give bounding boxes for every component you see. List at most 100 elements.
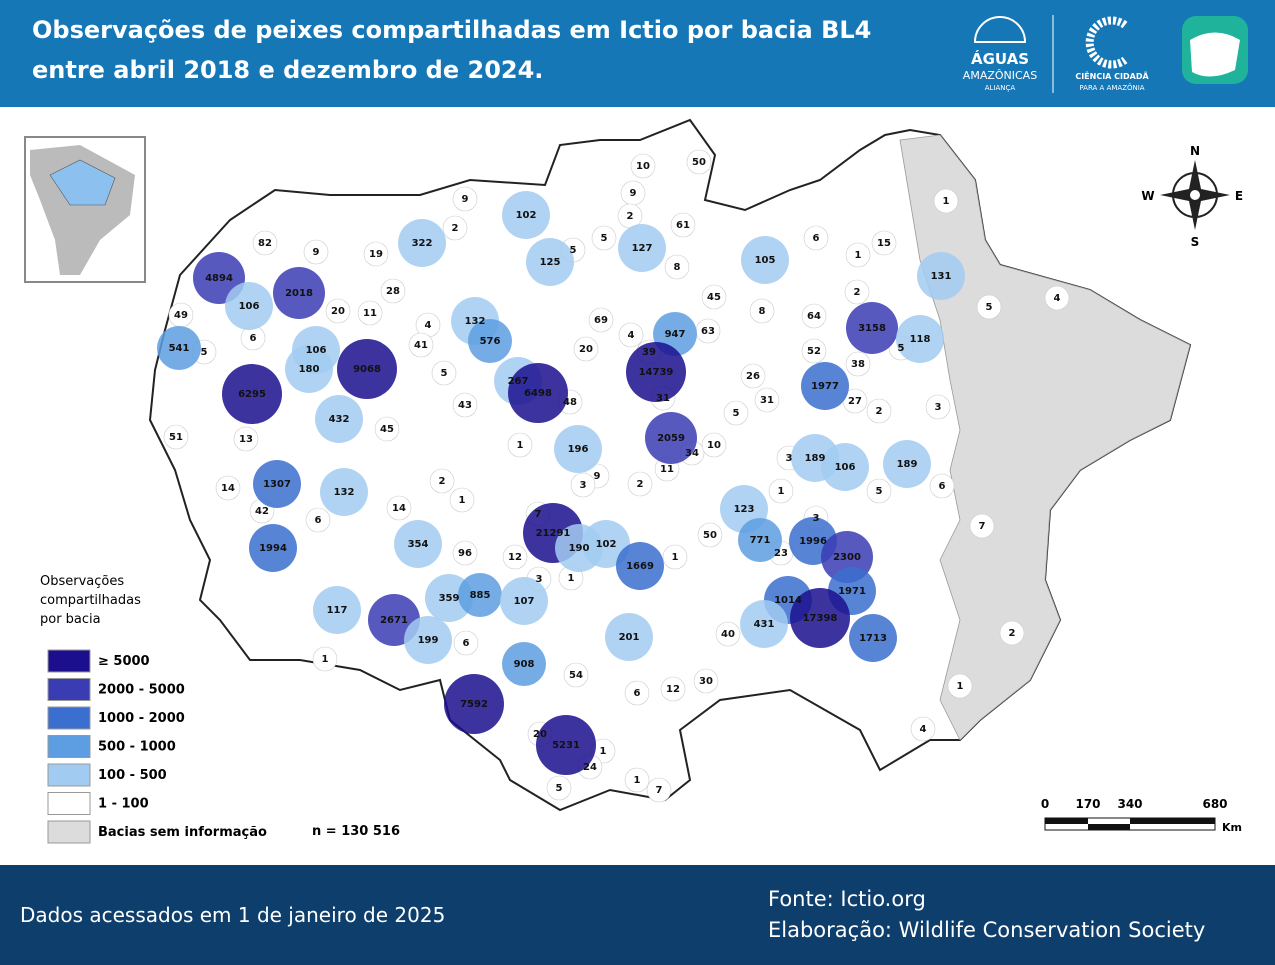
basin-label: 9068 (353, 364, 381, 375)
scale-seg (1130, 818, 1215, 824)
basin-label: 2018 (285, 288, 313, 299)
legend-label: 2000 - 5000 (98, 683, 185, 698)
basin (846, 302, 898, 354)
basin-label: 69 (594, 315, 608, 326)
basin-label: 118 (910, 334, 931, 345)
basin-label: 34 (685, 448, 699, 459)
inset-basin (49, 159, 116, 206)
basin (508, 363, 568, 423)
basin (394, 520, 442, 568)
basin-label: 3 (813, 513, 820, 524)
basin-label: 61 (676, 220, 690, 231)
basin-label: 12 (508, 552, 522, 563)
basin-label: 431 (754, 619, 775, 630)
basin (157, 326, 201, 370)
basin (616, 542, 664, 590)
compass-letter: S (1191, 235, 1200, 249)
basin (976, 294, 1002, 320)
basin (618, 224, 666, 272)
basin (929, 473, 955, 499)
basin (844, 279, 870, 305)
basin-label: 31 (760, 395, 774, 406)
basin-label: 5 (876, 486, 883, 497)
basin (374, 416, 400, 442)
basin-label: 2 (1009, 628, 1016, 639)
basin-label: 5231 (552, 740, 580, 751)
basin-label: 1977 (811, 381, 839, 392)
basin-label: 5 (556, 783, 563, 794)
legend-swatch (47, 706, 91, 730)
basin-label: 6 (463, 638, 470, 649)
basin-label: 1669 (626, 561, 654, 572)
basin-label: 132 (334, 487, 355, 498)
basin-label: 199 (418, 635, 439, 646)
basin (449, 487, 475, 513)
basin (624, 767, 650, 793)
basin-label: 52 (807, 346, 821, 357)
basin-label: 43 (458, 400, 472, 411)
basin-label: 14739 (639, 367, 674, 378)
basin (790, 588, 850, 648)
basin-label: 5 (986, 302, 993, 313)
basin (630, 153, 656, 179)
basin (453, 630, 479, 656)
basin-label: 2 (876, 406, 883, 417)
basin (715, 621, 741, 647)
basin-label: 7 (979, 521, 986, 532)
basin (701, 432, 727, 458)
legend-swatch (47, 820, 91, 844)
basin-label: 17398 (803, 613, 838, 624)
basin-label: 5 (570, 245, 577, 256)
basin-label: 9 (313, 247, 320, 258)
basin (363, 241, 389, 267)
scale-seg (1088, 824, 1130, 830)
basin-label: 26 (746, 371, 760, 382)
basin (801, 338, 827, 364)
basin-label: 1 (957, 681, 964, 692)
basin (398, 219, 446, 267)
basin (618, 322, 644, 348)
basin-label: 28 (386, 286, 400, 297)
basin-label: 6 (634, 688, 641, 699)
basin-label: 1307 (263, 479, 291, 490)
basin-label: 180 (299, 364, 320, 375)
basin-label: 354 (408, 539, 429, 550)
basin-label: 196 (568, 444, 589, 455)
basin-label: 123 (734, 504, 755, 515)
basin-label: 107 (514, 596, 535, 607)
basin-label: 41 (414, 340, 428, 351)
basin-label: 1 (322, 654, 329, 665)
basin (645, 412, 697, 464)
basin (225, 282, 273, 330)
basin-label: 131 (931, 271, 952, 282)
ictio-logo (1190, 32, 1240, 77)
basin-label: 189 (897, 459, 918, 470)
scale-label: 340 (1117, 797, 1142, 811)
basin (502, 191, 550, 239)
basin-label: 5 (898, 343, 905, 354)
basin-label: 27 (848, 396, 862, 407)
basin-label: 7 (535, 509, 542, 520)
basin-label: 267 (508, 376, 529, 387)
basin-label: 10 (707, 440, 721, 451)
basin (866, 398, 892, 424)
basin (431, 360, 457, 386)
basin-label: 7592 (460, 699, 488, 710)
basin-label: 1 (672, 552, 679, 563)
scale-label: 0 (1041, 797, 1049, 811)
basin-label: 3 (786, 453, 793, 464)
basin (646, 777, 672, 803)
basin (896, 315, 944, 363)
basin (507, 432, 533, 458)
basin (563, 662, 589, 688)
basin (404, 616, 452, 664)
basin-label: 14 (392, 503, 406, 514)
basin (821, 443, 869, 491)
basin (408, 332, 434, 358)
basin-label: 48 (563, 397, 577, 408)
basin-label: 19 (369, 249, 383, 260)
basin (444, 674, 504, 734)
basin (386, 495, 412, 521)
